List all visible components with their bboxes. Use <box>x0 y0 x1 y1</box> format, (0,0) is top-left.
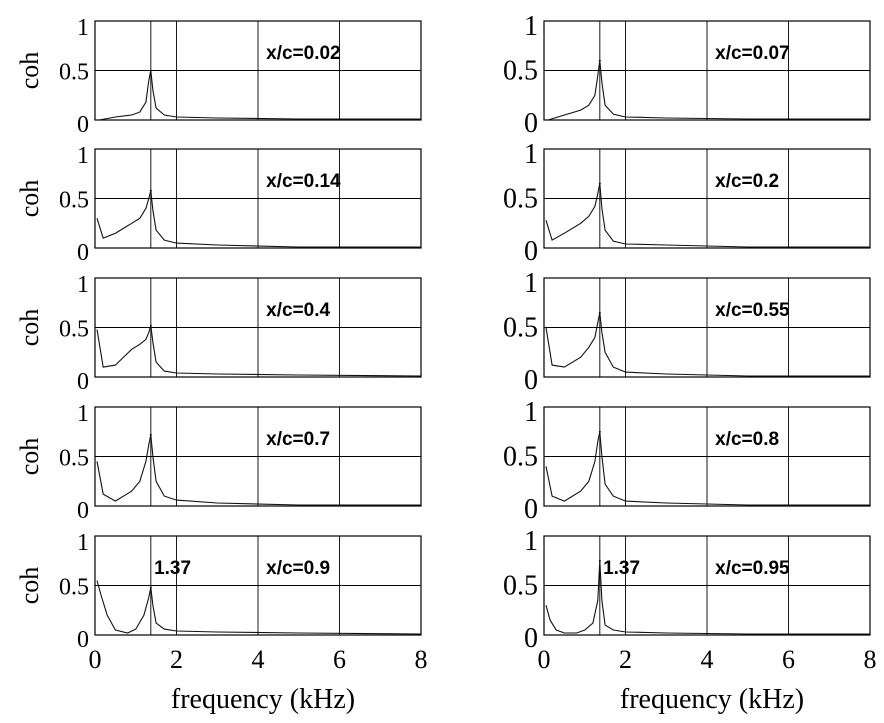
y-tick-label: 0.5 <box>59 575 89 601</box>
peak-annotation: 1.37 <box>154 558 191 579</box>
panel-label: x/c=0.95 <box>715 558 790 579</box>
y-axis-label: coh <box>15 309 44 347</box>
panel-7: 0 0.5 1 coh x/c=0.7 <box>15 401 422 524</box>
peak-point <box>149 433 152 436</box>
y-tick-label: 1 <box>77 15 89 41</box>
y-tick-label: 0.5 <box>503 313 538 344</box>
y-tick-label: 0.5 <box>59 317 89 343</box>
y-tick-label: 1 <box>524 268 538 299</box>
panel-1: 0 0.5 1 coh x/c=0.02 <box>15 15 422 138</box>
y-tick-label: 1 <box>77 272 89 298</box>
y-axis-label: coh <box>15 52 44 90</box>
panel-label: x/c=0.9 <box>266 558 330 579</box>
panel-label: x/c=0.02 <box>266 43 341 64</box>
x-axis-label: frequency (kHz) <box>620 684 804 715</box>
panel-label: x/c=0.4 <box>266 300 330 321</box>
y-tick-label: 1 <box>77 401 89 427</box>
panel-label: x/c=0.07 <box>715 43 790 64</box>
panel-10: 0 0.5 1 x/c=0.95 1.37 0 2 4 6 8 frequency (kHz) <box>503 526 877 715</box>
y-tick-label: 0.5 <box>503 442 538 473</box>
panel-4: 0 0.5 1 x/c=0.2 <box>503 139 871 267</box>
y-tick-label: 1 <box>524 526 538 557</box>
panel-label: x/c=0.55 <box>715 300 790 321</box>
x-tick-label: 4 <box>701 645 714 674</box>
y-tick-label: 1 <box>77 530 89 556</box>
y-tick-label: 0.5 <box>59 60 89 86</box>
y-tick-label: 0 <box>524 623 538 654</box>
panel-label: x/c=0.2 <box>715 171 779 192</box>
y-tick-label: 1 <box>524 11 538 42</box>
panel-9: 0 0.5 1 coh x/c=0.9 1.37 0 2 4 6 8 frequency (kHz) <box>15 530 428 715</box>
x-tick-label: 0 <box>538 645 551 674</box>
y-tick-label: 0 <box>77 627 89 653</box>
x-tick-label: 6 <box>333 645 346 674</box>
peak-point <box>598 311 601 314</box>
y-tick-label: 0.5 <box>59 446 89 472</box>
x-tick-label: 2 <box>170 645 183 674</box>
series-line <box>547 60 870 121</box>
series-line <box>96 580 422 635</box>
x-tick-label: 8 <box>415 645 428 674</box>
x-tick-label: 4 <box>252 645 265 674</box>
panel-5: 0 0.5 1 coh x/c=0.4 <box>15 272 422 395</box>
panel-8: 0 0.5 1 x/c=0.8 <box>503 397 871 525</box>
y-axis-label: coh <box>15 438 44 476</box>
panel-label: x/c=0.7 <box>266 429 330 450</box>
y-axis-label: coh <box>15 180 44 218</box>
y-tick-label: 0 <box>77 112 89 138</box>
panel-2: 0 0.5 1 x/c=0.07 <box>503 11 871 139</box>
peak-point <box>149 586 152 589</box>
x-tick-label: 2 <box>619 645 632 674</box>
y-tick-label: 0.5 <box>503 184 538 215</box>
panel-3: 0 0.5 1 coh x/c=0.14 <box>15 143 422 266</box>
y-tick-label: 1 <box>524 397 538 428</box>
x-tick-label: 8 <box>864 645 877 674</box>
y-tick-label: 0.5 <box>503 56 538 87</box>
y-tick-label: 0 <box>524 236 538 267</box>
peak-point <box>598 59 601 62</box>
peak-point <box>149 189 152 192</box>
y-tick-label: 0.5 <box>503 571 538 602</box>
peak-point <box>149 69 152 72</box>
panel-6: 0 0.5 1 x/c=0.55 <box>503 268 871 396</box>
y-tick-label: 0 <box>524 108 538 139</box>
peak-point <box>598 559 601 562</box>
x-tick-label: 6 <box>782 645 795 674</box>
series-line <box>545 560 870 635</box>
y-tick-label: 0 <box>77 498 89 524</box>
x-tick-label: 0 <box>89 645 102 674</box>
panel-label: x/c=0.8 <box>715 429 779 450</box>
y-tick-label: 1 <box>524 139 538 170</box>
y-tick-label: 0 <box>77 369 89 395</box>
peak-point <box>598 430 601 433</box>
y-tick-label: 0 <box>77 240 89 266</box>
x-axis-label: frequency (kHz) <box>171 684 355 715</box>
y-axis-label: coh <box>15 567 44 605</box>
peak-point <box>149 324 152 327</box>
y-tick-label: 0 <box>524 494 538 525</box>
peak-annotation: 1.37 <box>603 558 640 579</box>
y-tick-label: 1 <box>77 143 89 169</box>
peak-point <box>598 182 601 185</box>
y-tick-label: 0 <box>524 365 538 396</box>
series-line <box>99 70 421 121</box>
y-tick-label: 0.5 <box>59 188 89 214</box>
panel-label: x/c=0.14 <box>266 171 341 192</box>
